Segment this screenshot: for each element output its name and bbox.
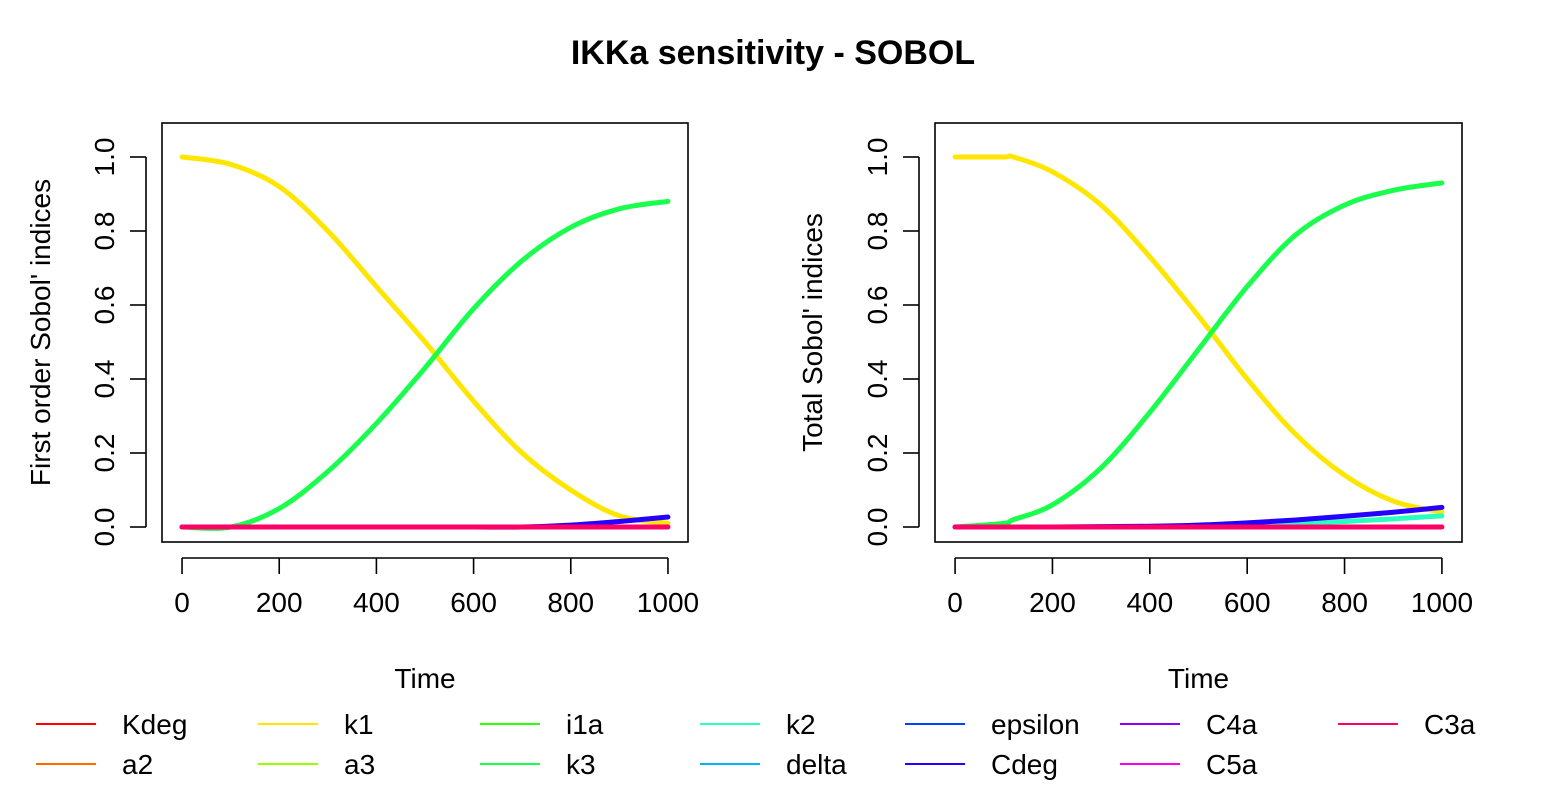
legend-label-Kdeg: Kdeg — [122, 709, 187, 740]
y-tick-label: 0.2 — [862, 434, 893, 473]
legend-label-epsilon: epsilon — [991, 709, 1080, 740]
y-tick-label: 0.4 — [862, 360, 893, 399]
x-tick-label: 200 — [1029, 587, 1076, 618]
legend-label-a2: a2 — [122, 749, 153, 780]
series-line-k3 — [179, 198, 671, 531]
x-tick-label: 1000 — [1411, 587, 1473, 618]
plot-frame — [934, 122, 1463, 543]
x-tick-label: 800 — [547, 587, 594, 618]
x-tick-label: 400 — [353, 587, 400, 618]
series-line-k1 — [952, 153, 1445, 515]
y-tick-label: 1.0 — [89, 138, 120, 177]
series-line-k3 — [952, 180, 1445, 530]
y-tick-label: 1.0 — [862, 138, 893, 177]
x-axis-title: Time — [1168, 663, 1229, 694]
y-tick-label: 0.2 — [89, 434, 120, 473]
x-tick-label: 1000 — [637, 587, 699, 618]
y-tick-label: 0.0 — [89, 508, 120, 547]
legend-label-C5a: C5a — [1206, 749, 1258, 780]
y-tick-label: 0.0 — [862, 508, 893, 547]
x-tick-label: 400 — [1126, 587, 1173, 618]
legend-label-k1: k1 — [344, 709, 374, 740]
legend-label-delta: delta — [786, 749, 847, 780]
legend-label-i1a: i1a — [566, 709, 604, 740]
x-tick-label: 800 — [1321, 587, 1368, 618]
legend-label-C3a: C3a — [1424, 709, 1476, 740]
panel-first-order: 0 200 400 600 800 1000 0.0 0.2 0.4 0.6 0.8 1.0 Time F… — [25, 122, 699, 694]
legend-label-a3: a3 — [344, 749, 375, 780]
x-axis-title: Time — [394, 663, 455, 694]
legend: Kdeg a2 k1 a3 i1a k3 k2 delta epsilon Cdeg C4a C5a C… — [36, 709, 1476, 780]
y-tick-label: 0.8 — [862, 212, 893, 251]
y-axis-title: First order Sobol' indices — [25, 179, 56, 486]
legend-label-k2: k2 — [786, 709, 816, 740]
x-tick-label: 600 — [1224, 587, 1271, 618]
y-tick-label: 0.8 — [89, 212, 120, 251]
plot-frame — [161, 122, 689, 543]
legend-label-C4a: C4a — [1206, 709, 1258, 740]
x-tick-label: 0 — [174, 587, 190, 618]
chart-title: IKKa sensitivity - SOBOL — [570, 34, 976, 72]
x-tick-label: 200 — [256, 587, 303, 618]
y-tick-label: 0.4 — [89, 360, 120, 399]
legend-label-Cdeg: Cdeg — [991, 749, 1058, 780]
y-axis-title: Total Sobol' indices — [797, 213, 828, 452]
panel-total: 0 200 400 600 800 1000 0.0 0.2 0.4 0.6 0.8 1.0 Time T… — [797, 122, 1473, 694]
y-tick-label: 0.6 — [862, 286, 893, 325]
series-line-k1 — [179, 154, 671, 526]
y-tick-label: 0.6 — [89, 286, 120, 325]
x-tick-label: 600 — [450, 587, 497, 618]
legend-label-k3: k3 — [566, 749, 596, 780]
x-tick-label: 0 — [947, 587, 963, 618]
